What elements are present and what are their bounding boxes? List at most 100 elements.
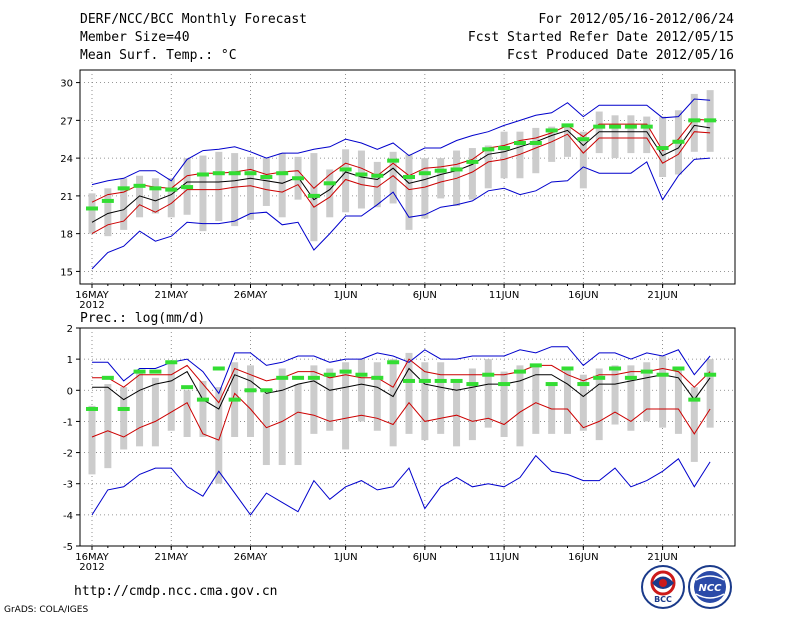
ensemble-marker	[244, 171, 257, 176]
spread-bar	[484, 145, 492, 189]
x-tick-label: 11JUN	[489, 552, 519, 563]
member-size: Member Size=40	[80, 30, 190, 45]
ensemble-marker	[133, 369, 146, 374]
spread-bar	[104, 384, 112, 469]
spread-bar	[389, 151, 397, 204]
ensemble-marker	[307, 375, 320, 380]
spread-bar	[421, 362, 429, 441]
ensemble-marker	[292, 176, 305, 181]
spread-bar	[611, 365, 619, 425]
x-tick-label: 26MAY	[234, 290, 268, 301]
ensemble-marker	[403, 378, 415, 383]
y-tick-label: 15	[60, 267, 73, 278]
spread-bar	[278, 368, 286, 466]
spread-bar	[564, 126, 571, 157]
spread-bar	[167, 362, 175, 431]
ensemble-marker	[640, 369, 653, 374]
spread-bar	[532, 365, 540, 434]
ensemble-marker	[355, 372, 368, 377]
ensemble-marker	[196, 172, 209, 177]
spread-bar	[199, 155, 207, 232]
series-line-lower	[91, 392, 711, 441]
spread-bar	[706, 359, 714, 428]
ensemble-marker	[624, 124, 637, 129]
spread-bar	[262, 393, 270, 466]
ensemble-marker	[260, 388, 273, 393]
series-line-upper	[91, 118, 711, 203]
series-line-mean	[92, 367, 711, 410]
spread-bar	[326, 368, 334, 431]
ensemble-marker	[117, 406, 130, 411]
ensemble-marker	[482, 372, 495, 377]
spread-bar	[437, 158, 445, 199]
spread-bar	[88, 193, 96, 234]
ensemble-marker	[609, 366, 622, 371]
ensemble-marker	[577, 137, 590, 142]
y-tick-label: 24	[60, 154, 73, 165]
series-line-mean	[91, 124, 711, 223]
ensemble-marker	[529, 363, 542, 368]
spread-bar	[548, 126, 556, 162]
started-date: Fcst Started Refer Date 2012/05/15	[467, 30, 734, 45]
spread-bar	[611, 115, 619, 159]
spread-bar	[468, 368, 476, 441]
precipitation-chart: -5 -4 -3 -2 -1 0 1 2 16MAY 21MAY 26MAY 1JUN 6JUN 11JU…	[63, 324, 736, 573]
y-tick-label: 18	[60, 230, 73, 241]
ensemble-marker	[482, 147, 495, 152]
y-tick-label: 0	[67, 386, 73, 397]
ensemble-marker	[498, 382, 511, 387]
spread-bar	[373, 362, 381, 431]
spread-bar	[151, 377, 159, 447]
spread-bar	[104, 188, 112, 237]
series-line-upper	[92, 358, 711, 404]
spread-bar	[294, 384, 302, 466]
x-tick-label: 21MAY	[154, 552, 188, 563]
ensemble-marker	[292, 375, 305, 380]
ensemble-marker	[609, 124, 622, 129]
spread-bar	[88, 405, 96, 475]
y-tick-label: 21	[60, 192, 73, 203]
ensemble-marker	[656, 146, 669, 151]
spread-bar	[595, 368, 603, 441]
spread-bar	[247, 365, 254, 437]
year-label: 2012	[79, 562, 104, 573]
spread-bar	[342, 149, 350, 213]
x-tick-label: 6JUN	[413, 290, 437, 301]
ensemble-marker	[688, 118, 701, 123]
y-tick-label: -2	[63, 449, 73, 460]
x-tick-label: 21JUN	[647, 290, 677, 301]
ensemble-marker	[133, 183, 146, 188]
x-tick-label: 16MAY	[75, 552, 109, 563]
bcc-logo-text: BCC	[654, 595, 672, 604]
ensemble-marker	[450, 378, 463, 383]
spread-bar	[247, 156, 254, 220]
x-tick-label: 1JUN	[334, 290, 358, 301]
spread-bar	[231, 153, 239, 227]
x-tick-label: 26MAY	[234, 552, 268, 563]
y-tick-label: 27	[60, 116, 73, 127]
spread-bar	[389, 359, 397, 447]
spread-bar	[215, 151, 223, 222]
spread-bar	[579, 374, 587, 431]
ensemble-marker	[165, 360, 178, 365]
spread-bar	[690, 93, 698, 152]
ensemble-marker	[466, 382, 479, 387]
ensemble-marker	[307, 193, 320, 198]
ensemble-marker	[260, 175, 273, 179]
ensemble-marker	[545, 128, 558, 133]
ensemble-marker	[624, 375, 637, 380]
footer-url[interactable]: http://cmdp.ncc.cma.gov.cn	[74, 584, 278, 599]
ensemble-marker	[339, 369, 352, 374]
ensemble-marker	[323, 181, 336, 186]
series-line-min	[91, 157, 711, 270]
ensemble-marker	[371, 173, 384, 178]
spread-bar	[342, 362, 350, 450]
spread-bar	[564, 368, 571, 434]
spread-bar	[674, 368, 682, 434]
spread-bar	[405, 352, 413, 434]
spread-bar	[215, 387, 223, 484]
spread-bar	[357, 359, 365, 422]
ensemble-marker	[387, 360, 400, 365]
series-line-max	[91, 98, 711, 186]
